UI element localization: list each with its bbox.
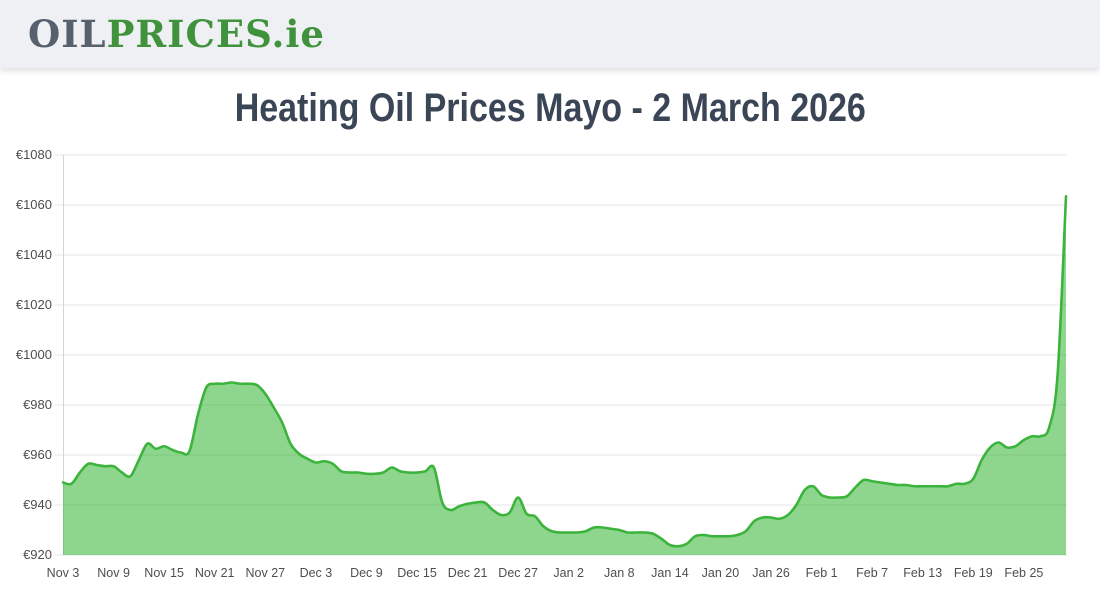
x-axis-label: Nov 3 [46,566,80,580]
y-axis-label: €1080 [15,147,52,162]
x-axis-label: Dec 15 [397,566,437,580]
y-axis-label: €1020 [15,297,52,312]
price-chart-svg[interactable] [0,148,1100,600]
x-axis-label: Jan 14 [651,566,689,580]
price-line [61,194,1068,548]
x-axis-label: Jan 2 [553,566,584,580]
y-axis-label: €960 [23,447,52,462]
area-fill[interactable] [63,196,1066,555]
title-band: Heating Oil Prices Mayo - 2 March 2026 [0,68,1100,148]
x-axis-label: Feb 13 [903,566,943,580]
logo-part-prices: PRICES [106,11,272,56]
x-axis-label: Dec 9 [350,566,383,580]
page-title: Heating Oil Prices Mayo - 2 March 2026 [234,85,866,130]
y-axis-label: €920 [23,547,52,562]
logo-part-ie: .ie [271,11,325,56]
y-axis-label: €1040 [15,247,52,262]
site-logo[interactable]: OILPRICES.ie [28,15,325,53]
x-axis-label: Dec 21 [447,566,488,580]
x-axis-label: Jan 26 [752,566,790,580]
x-axis-label: Feb 25 [1004,566,1044,580]
y-axis-label: €940 [23,497,52,512]
x-axis-label: Jan 8 [604,566,635,580]
site-header: OILPRICES.ie [0,0,1100,68]
y-axis-label: €980 [23,397,52,412]
x-axis-label: Nov 21 [194,566,235,580]
x-axis-label: Feb 7 [856,566,889,580]
x-axis-label: Jan 20 [701,566,740,580]
price-chart: €920 €940 €960 €980 €1000 €1020 €1040 €1060 €108… [0,147,1100,600]
x-axis-label: Dec 27 [498,566,538,580]
x-axis-label: Feb 1 [805,566,838,580]
x-axis-label: Nov 27 [245,566,286,580]
x-axis-label: Nov 15 [144,566,184,580]
x-axis-label: Dec 3 [299,566,333,580]
x-axis-label: Feb 19 [953,566,993,580]
y-axis-label: €1000 [15,347,52,362]
y-axis-label: €1060 [15,197,52,212]
logo-part-oil: OIL [28,11,107,56]
x-axis-label: Nov 9 [97,566,130,580]
